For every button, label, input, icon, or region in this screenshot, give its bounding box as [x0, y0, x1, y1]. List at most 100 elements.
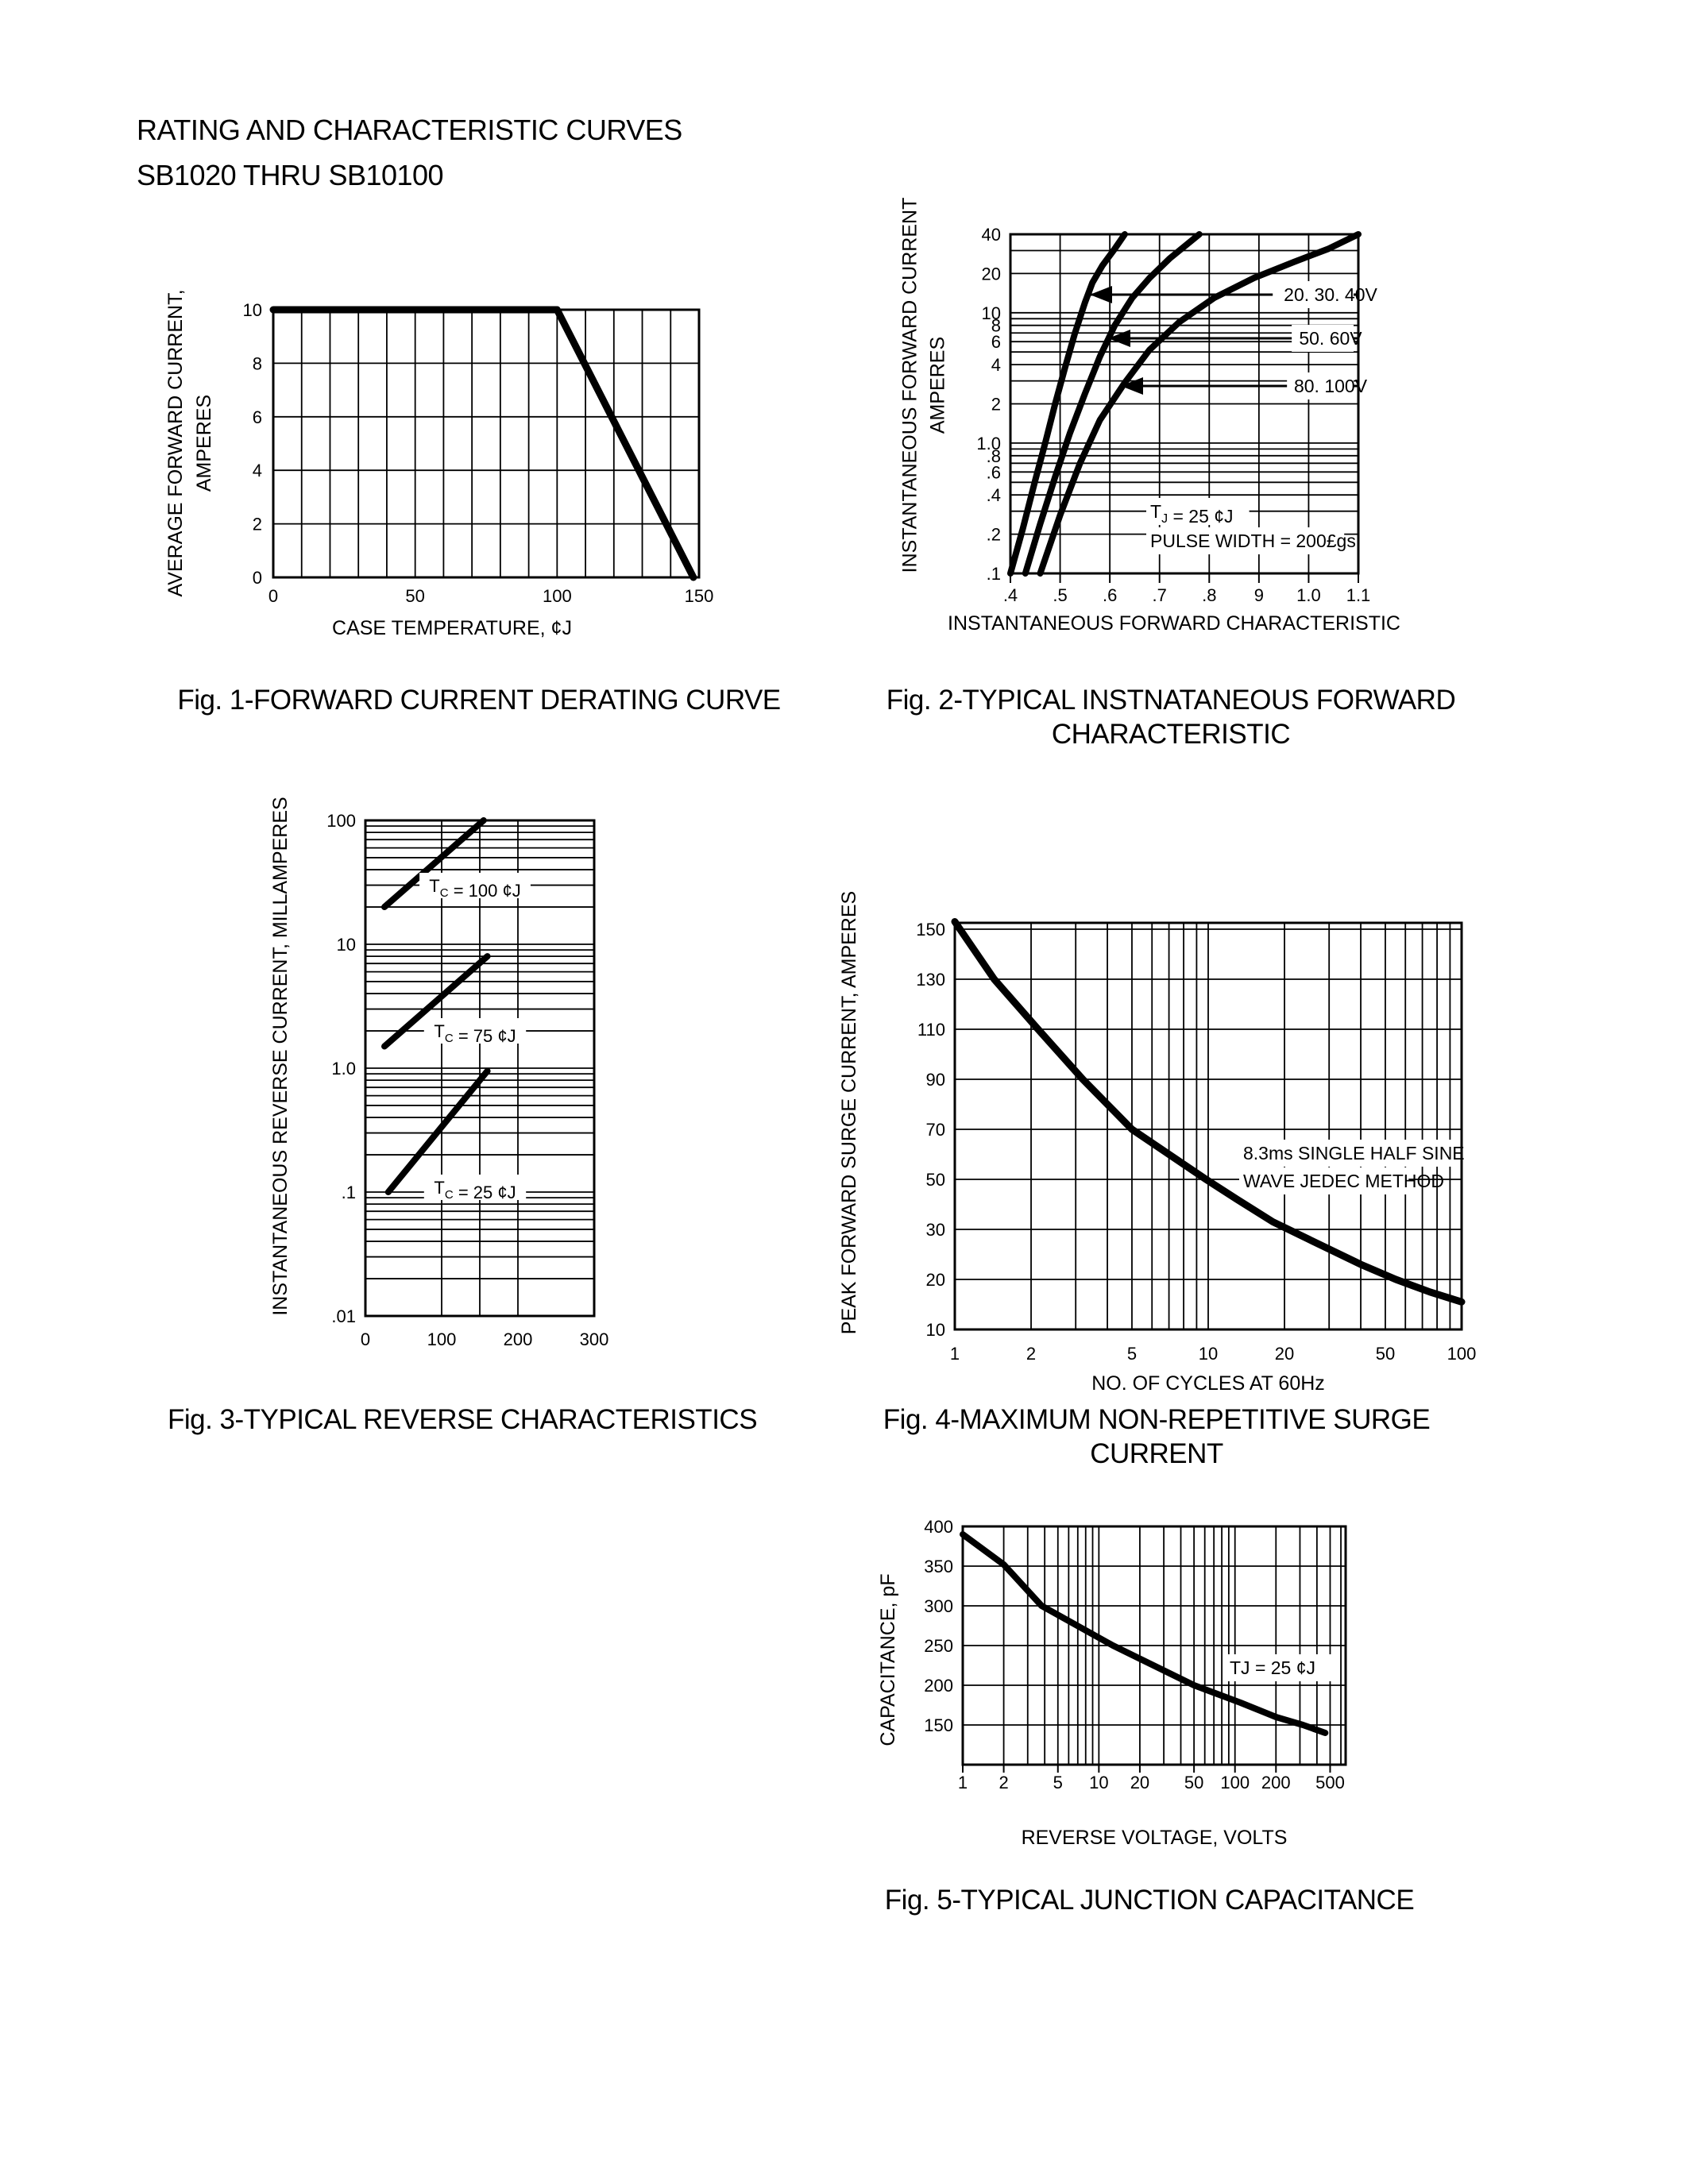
fig2-y-tick-label: .1: [987, 564, 1001, 584]
fig2-y-tick-label: 8: [991, 316, 1001, 336]
fig1-y-tick-label: 6: [253, 407, 262, 427]
fig4-x-tick-label: 5: [1127, 1344, 1137, 1364]
fig3-curve-tc-100: [381, 817, 487, 910]
fig3-y-tick-label: 1.0: [331, 1059, 356, 1078]
fig2-curve-80-100v: [1037, 231, 1362, 577]
fig5-plot: TJ = 25 ¢J 1 2 5 10 20 50 100 200 500 400 350 300 250…: [877, 1517, 1347, 1849]
fig5-y-tick-label: 150: [924, 1715, 953, 1735]
fig2-curve-50-60v: [1022, 231, 1203, 577]
fig2-plot-border: [1009, 233, 1360, 575]
fig1-y-axis-label: AVERAGE FORWARD CURRENT, AMPERES: [164, 289, 215, 596]
fig5-y-tick-label: 400: [924, 1517, 953, 1537]
fig1-y-tick-label: 4: [253, 461, 262, 480]
fig1-y-tick-label: 10: [243, 300, 262, 320]
fig2-y-tick-label: 4: [991, 355, 1001, 375]
fig4-y-tick-label: 110: [917, 1020, 945, 1040]
fig1-x-axis-label: CASE TEMPERATURE, ¢J: [332, 617, 572, 639]
fig4-caption: Fig. 4-MAXIMUM NON-REPETITIVE SURGE CURR…: [883, 1404, 1431, 1469]
part-number-range: SB1020 THRU SB10100: [137, 159, 444, 191]
fig2-y-tick-label: 10: [982, 303, 1001, 323]
fig5-y-tick-label: 200: [924, 1676, 953, 1696]
fig4-x-tick-label: 20: [1275, 1344, 1294, 1364]
fig5-y-tick-label: 350: [924, 1557, 953, 1576]
fig2-y-tick-label: 20: [982, 264, 1001, 284]
fig1-x-tick-label: 150: [685, 586, 714, 606]
fig2-plot: 20. 30. 40V 50. 60V 80. 100V TJ = 25 ¢J PULS…: [899, 198, 1400, 635]
fig2-y-tick-label: .6: [987, 462, 1001, 482]
fig5-x-tick-label: 10: [1089, 1773, 1108, 1792]
fig3-plot-border: [364, 819, 596, 1318]
page-title: RATING AND CHARACTERISTIC CURVES: [137, 114, 682, 146]
fig2-x-tick-label: .7: [1153, 585, 1167, 605]
fig5-x-tick-label: 2: [999, 1773, 1008, 1792]
fig5-x-tick-label: 100: [1220, 1773, 1250, 1792]
fig3-curve-label: TC = 25 ¢J: [434, 1178, 516, 1202]
fig2-x-tick-label: 1.0: [1296, 585, 1321, 605]
fig2-x-tick-label: 9: [1254, 585, 1264, 605]
fig4-x-tick-label: 100: [1447, 1344, 1477, 1364]
fig3-curve-tc-75: [381, 953, 491, 1050]
fig4-curve-surge-current: [951, 918, 1466, 1306]
fig2-legend-label: 20. 30. 40V: [1284, 284, 1377, 305]
fig5-x-tick-label: 200: [1261, 1773, 1291, 1792]
fig4-y-tick-label: 130: [916, 970, 945, 990]
fig5-x-tick-label: 1: [958, 1773, 968, 1792]
fig2-legend-label: 80. 100V: [1294, 376, 1368, 396]
fig3-gridlines: [365, 820, 594, 1316]
fig4-x-tick-label: 50: [1376, 1344, 1395, 1364]
fig2-annotation: TJ = 25 ¢J: [1150, 501, 1234, 527]
fig4-gridlines: [955, 923, 1462, 1329]
fig2-y-tick-label: .8: [987, 446, 1001, 466]
fig2-y-tick-label: 1.0: [976, 434, 1001, 453]
fig2-x-axis-label: INSTANTANEOUS FORWARD CHARACTERISTIC: [948, 612, 1400, 635]
fig5-plot-border: [961, 1525, 1347, 1766]
fig3-caption: Fig. 3-TYPICAL REVERSE CHARACTERISTICS: [167, 1404, 758, 1435]
fig4-y-tick-label: 70: [926, 1120, 945, 1140]
fig4-x-axis-label: NO. OF CYCLES AT 60Hz: [1091, 1372, 1325, 1395]
fig3-x-tick-label: 200: [504, 1329, 533, 1349]
fig5-x-tick-label: 5: [1053, 1773, 1063, 1792]
fig4-x-tick-label: 2: [1026, 1344, 1036, 1364]
fig3-y-axis-label: INSTANTANEOUS REVERSE CURRENT, MILLAMPER…: [269, 797, 292, 1315]
fig3-overlays: TC = 100 ¢J TC = 75 ¢J TC = 25 ¢J: [419, 873, 531, 1202]
fig3-y-tick-label: 10: [337, 935, 356, 955]
fig4-annotation: WAVE JEDEC METHOD: [1243, 1171, 1444, 1191]
fig1-y-tick-label: 2: [253, 515, 262, 534]
fig1-x-tick-label: 100: [543, 586, 572, 606]
fig4-plot-border: [953, 921, 1463, 1331]
fig3-plot: TC = 100 ¢J TC = 75 ¢J TC = 25 ¢J 0 100 200 30…: [269, 797, 608, 1349]
fig2-overlays: 20. 30. 40V 50. 60V 80. 100V TJ = 25 ¢J PULS…: [1146, 281, 1377, 554]
fig2-legend-label: 50. 60V: [1299, 328, 1362, 349]
fig2-y-tick-label: 40: [982, 225, 1001, 245]
fig2-y-axis-label: INSTANTANEOUS FORWARD CURRENT AMPERES: [899, 198, 949, 573]
fig2-x-tick-label: .4: [1003, 585, 1018, 605]
fig4-y-tick-label: 20: [926, 1270, 945, 1290]
fig2-x-tick-label: .8: [1202, 585, 1216, 605]
fig2-y-tick-label: .2: [987, 525, 1001, 545]
fig4-y-tick-label: 90: [926, 1070, 945, 1090]
fig4-x-tick-label: 10: [1199, 1344, 1218, 1364]
fig2-x-tick-label: .5: [1053, 585, 1067, 605]
fig1-curve-derating-curve: [269, 306, 697, 581]
fig4-y-axis-label: PEAK FORWARD SURGE CURRENT, AMPERES: [838, 891, 860, 1334]
fig5-x-axis-label: REVERSE VOLTAGE, VOLTS: [1022, 1827, 1288, 1849]
fig5-y-tick-label: 250: [924, 1636, 953, 1656]
fig1-caption: Fig. 1-FORWARD CURRENT DERATING CURVE: [177, 685, 781, 716]
fig2-caption: Fig. 2-TYPICAL INSTNATANEOUS FORWARD CHA…: [886, 685, 1456, 750]
fig5-y-tick-label: 300: [924, 1596, 953, 1616]
fig2-arrowhead-icon: [1090, 286, 1112, 303]
fig4-y-tick-label: 30: [926, 1220, 945, 1240]
fig2-annotation: PULSE WIDTH = 200£gs: [1150, 531, 1356, 551]
fig3-y-tick-label: .1: [342, 1183, 356, 1202]
fig2-arrowhead-icon: [1108, 330, 1130, 347]
fig2-curve-20-30-40v: [1007, 231, 1128, 577]
fig4-annotation: 8.3ms SINGLE HALF SINE: [1243, 1143, 1465, 1163]
fig1-x-tick-label: 0: [268, 586, 278, 606]
fig4-x-tick-label: 1: [950, 1344, 960, 1364]
fig2-y-tick-label: 2: [991, 395, 1001, 415]
fig1-x-tick-label: 50: [405, 586, 424, 606]
fig2-x-tick-label: 1.1: [1346, 585, 1371, 605]
fig2-x-tick-label: .6: [1103, 585, 1117, 605]
fig2-y-tick-label: 6: [991, 332, 1001, 352]
